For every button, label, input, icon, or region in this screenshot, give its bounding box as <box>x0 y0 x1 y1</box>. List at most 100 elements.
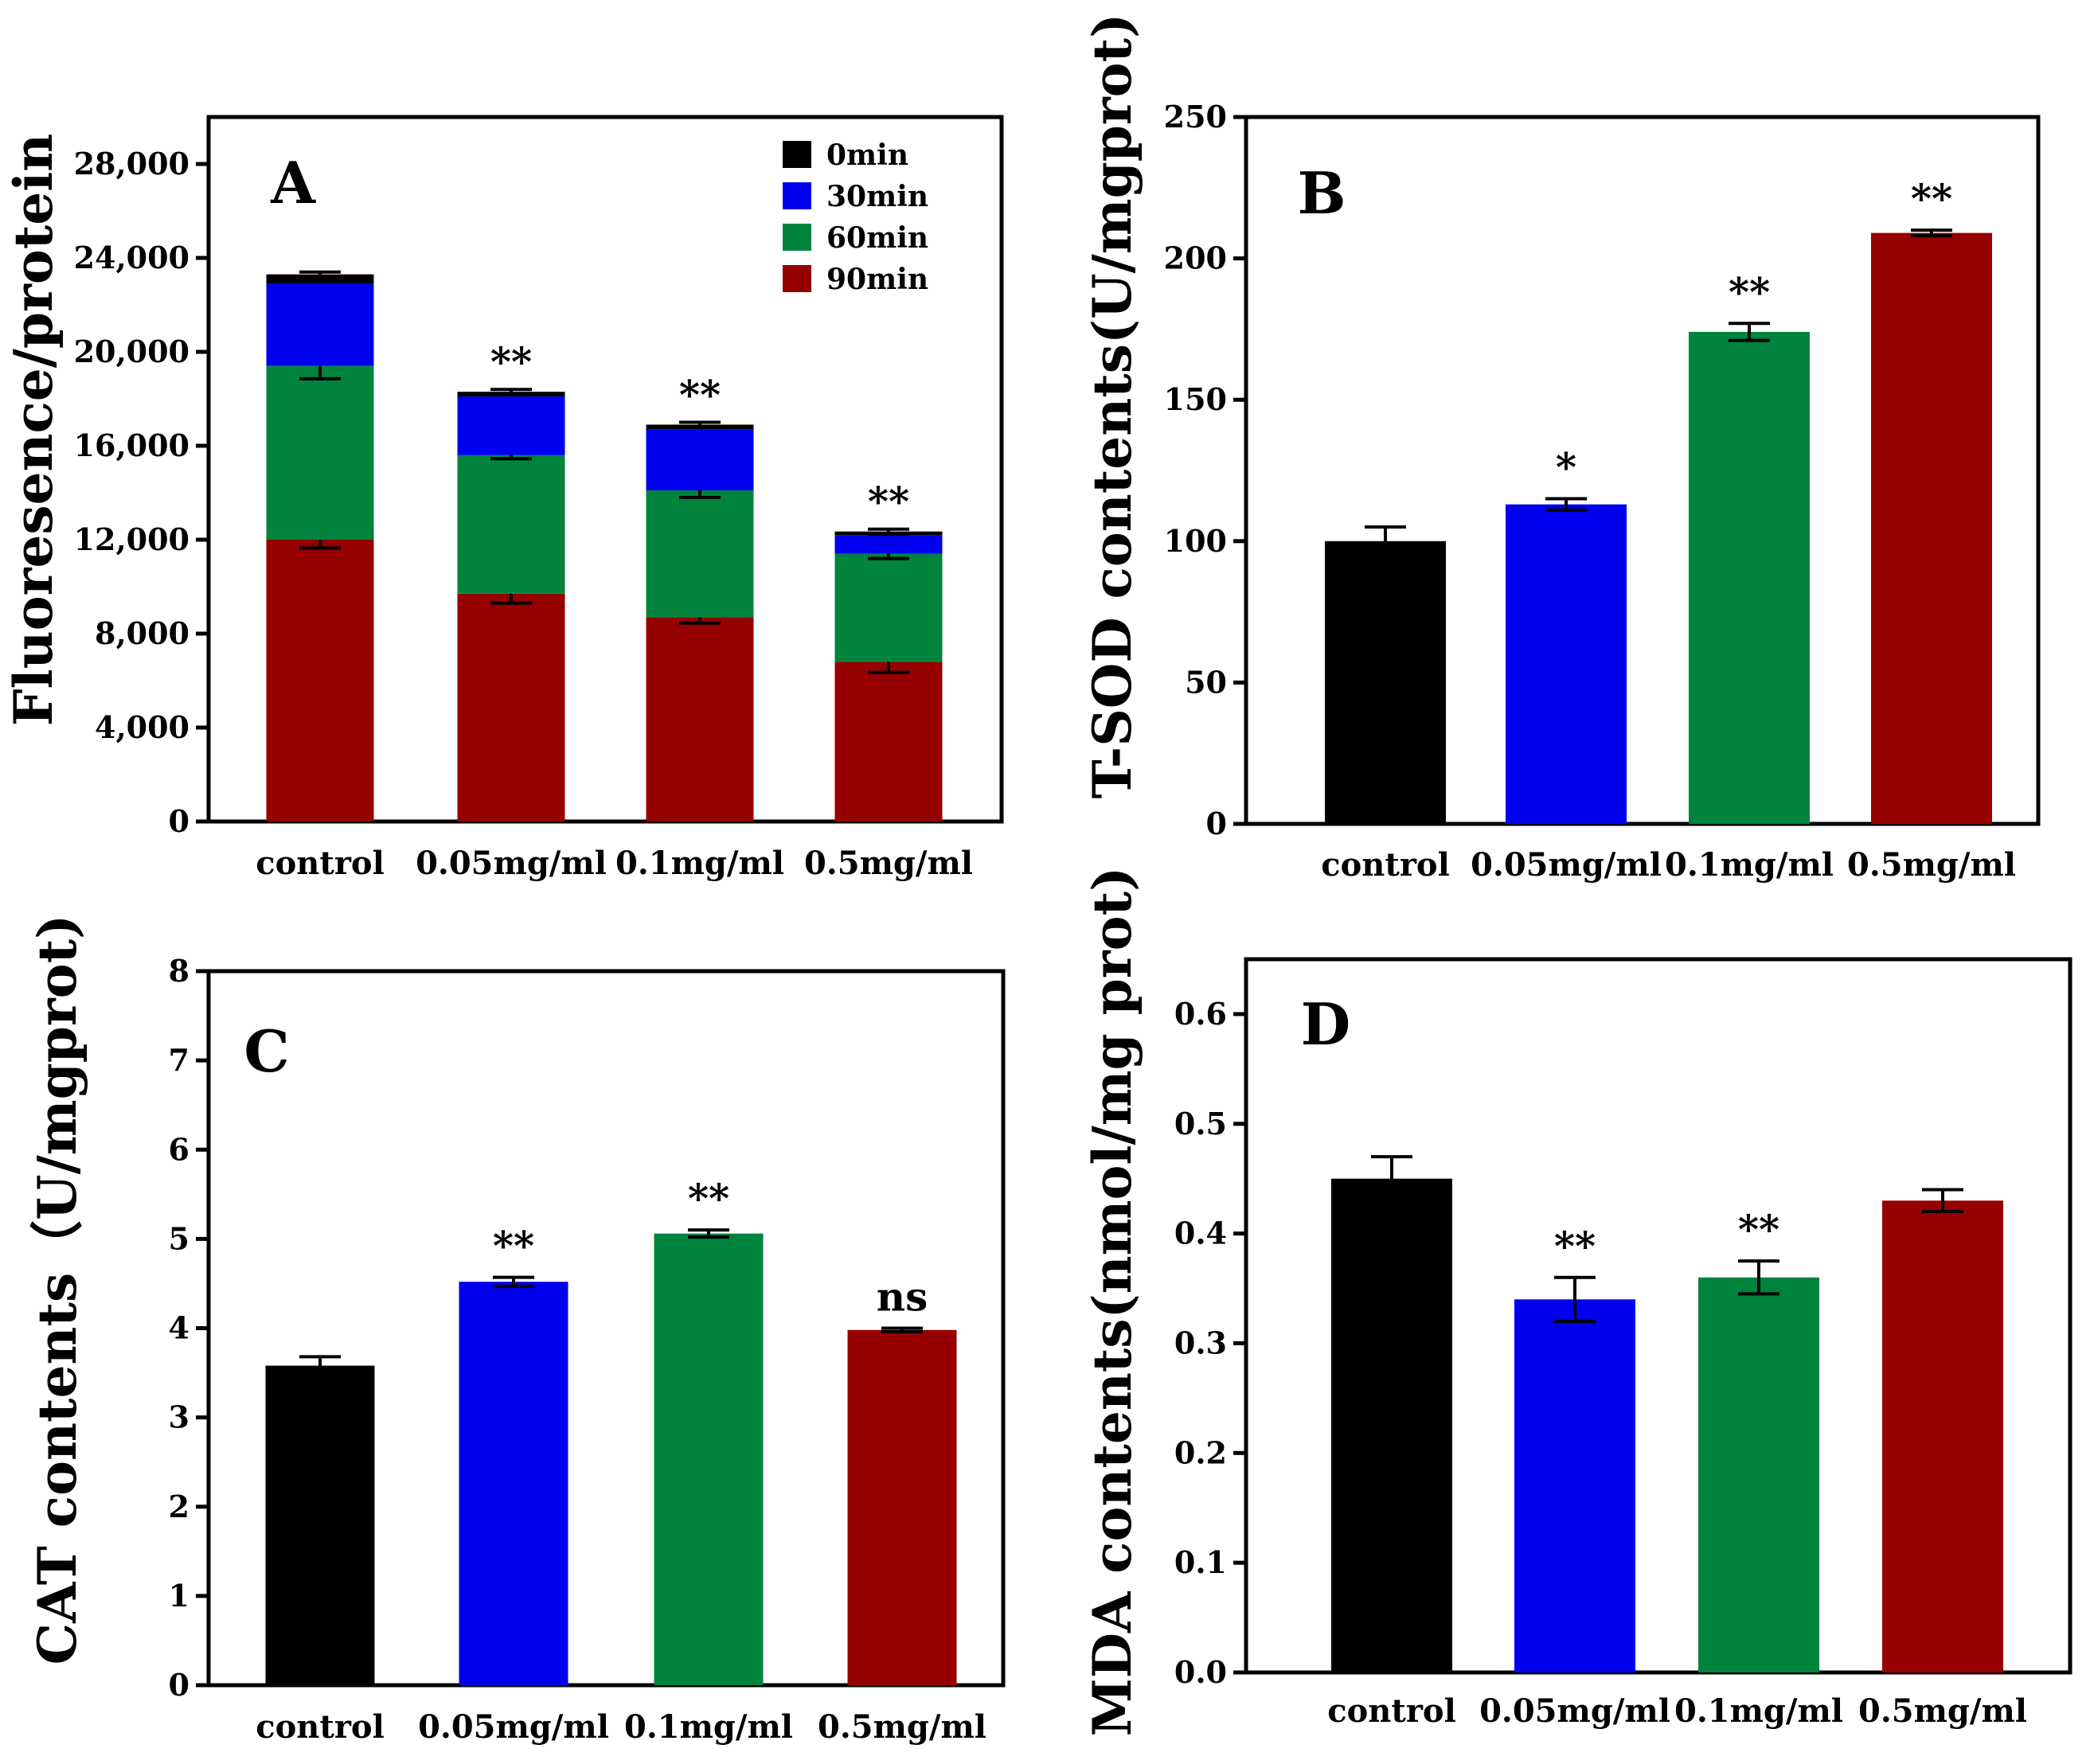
bar <box>1698 1277 1819 1672</box>
x-tick-label: 0.05mg/ml <box>1471 846 1662 884</box>
significance-label: ** <box>1738 1206 1779 1253</box>
significance-label: ** <box>490 338 532 385</box>
x-tick-label: 0.1mg/ml <box>1665 846 1834 884</box>
y-tick-label: 0.2 <box>1174 1434 1227 1470</box>
y-tick-label: 0.6 <box>1174 996 1227 1032</box>
y-axis-label: Fluoresence/protein <box>2 134 64 727</box>
y-tick-label: 8,000 <box>95 615 189 651</box>
bar-30min <box>457 396 565 455</box>
x-tick-label: control <box>1327 1692 1456 1730</box>
y-tick-label: 4,000 <box>95 709 189 745</box>
y-tick-label: 4 <box>169 1310 189 1346</box>
y-tick-label: 24,000 <box>74 240 189 275</box>
panel-letter: C <box>244 1017 289 1085</box>
x-tick-label: control <box>256 1708 385 1746</box>
y-tick-label: 250 <box>1164 99 1227 135</box>
y-tick-label: 2 <box>169 1489 189 1524</box>
y-tick-label: 3 <box>169 1399 189 1435</box>
x-tick-label: 0.5mg/ml <box>1858 1692 2027 1730</box>
panel-d: 0.0 0.1 0.2 0.3 0.4 0.5 0.6 MDA contents(nmol/m… <box>1081 867 2072 1737</box>
bar-60min <box>266 365 374 540</box>
x-tick-label: 0.05mg/ml <box>1479 1692 1670 1730</box>
significance-label: ** <box>1911 175 1952 222</box>
x-tick-label: 0.5mg/ml <box>804 845 973 882</box>
bar <box>847 1329 957 1685</box>
y-tick-label: 0.1 <box>1174 1544 1227 1580</box>
bar <box>1882 1200 2003 1672</box>
bar-90min <box>834 662 943 822</box>
y-tick-label: 7 <box>169 1042 189 1078</box>
x-tick-label: 0.1mg/ml <box>1674 1692 1843 1730</box>
y-tick-label: 0.4 <box>1174 1216 1227 1251</box>
y-tick-label: 0.5 <box>1174 1106 1227 1142</box>
y-axis-label: MDA contents(nmol/mg prot) <box>1081 867 1143 1737</box>
axis-frame <box>206 115 1004 824</box>
bar <box>1871 232 1992 825</box>
bar-90min <box>646 617 754 822</box>
x-tick-label: 0.1mg/ml <box>624 1708 793 1746</box>
x-tick-label: 0.1mg/ml <box>615 845 784 882</box>
bar-0min <box>266 274 374 284</box>
x-tick-label: 0.5mg/ml <box>818 1708 986 1746</box>
y-tick-label: 0.3 <box>1174 1325 1227 1360</box>
bar <box>459 1282 568 1685</box>
x-tick-label: 0.05mg/ml <box>418 1708 609 1746</box>
y-axis-label: T-SOD contents(U/mgprot) <box>1081 14 1143 799</box>
y-tick-label: 12,000 <box>74 521 189 557</box>
bar-30min <box>646 429 754 491</box>
x-tick-label: control <box>256 845 385 882</box>
y-tick-label: 28,000 <box>74 146 189 181</box>
y-tick-label: 0 <box>169 803 189 839</box>
legend-swatch <box>783 224 811 251</box>
y-tick-label: 200 <box>1164 240 1227 276</box>
axis-frame <box>1244 115 2041 826</box>
y-tick-label: 0.0 <box>1174 1654 1227 1690</box>
y-tick-label: 6 <box>169 1131 189 1167</box>
y-tick-label: 50 <box>1185 664 1227 700</box>
y-tick-label: 5 <box>169 1220 189 1256</box>
y-tick-label: 16,000 <box>74 427 189 463</box>
bar-90min <box>457 593 565 822</box>
significance-label: ** <box>1554 1223 1596 1270</box>
bar <box>654 1233 764 1685</box>
x-tick-label: 0.05mg/ml <box>416 845 607 882</box>
bar <box>1689 331 1810 824</box>
significance-label: ** <box>1729 268 1770 315</box>
legend-label: 0min <box>826 139 908 172</box>
bar <box>1514 1299 1635 1672</box>
significance-label: * <box>1556 444 1576 491</box>
y-axis-label: CAT contents（U/mgprot) <box>26 915 88 1665</box>
bar <box>1506 504 1627 824</box>
panel-a: 0 4,000 8,000 12,000 16,000 20,000 24,000 28,00… <box>2 115 1004 882</box>
legend-swatch <box>783 265 811 292</box>
bar <box>1325 541 1446 824</box>
bar-60min <box>646 490 754 618</box>
bar-60min <box>457 455 565 594</box>
bar-30min <box>266 283 374 366</box>
y-tick-label: 8 <box>169 953 189 989</box>
bar-30min <box>834 535 943 554</box>
panel-b: 0 50 100 150 200 250 T-SOD contents(U/mgprot) B… <box>1081 14 2041 884</box>
legend-swatch <box>783 141 811 168</box>
panel-letter: B <box>1298 159 1346 227</box>
significance-label: ** <box>868 478 909 525</box>
panel-letter: A <box>270 149 316 217</box>
axis-frame <box>1244 957 2072 1675</box>
y-tick-label: 0 <box>169 1667 189 1703</box>
x-tick-label: 0.5mg/ml <box>1847 846 2016 884</box>
legend-label: 60min <box>826 221 928 255</box>
x-tick-label: control <box>1321 846 1450 884</box>
bar-60min <box>834 553 943 662</box>
y-tick-label: 100 <box>1164 523 1227 559</box>
bar <box>265 1365 375 1685</box>
significance-label: ** <box>679 371 721 418</box>
y-tick-label: 20,000 <box>74 334 189 369</box>
significance-label: ns <box>877 1274 928 1321</box>
y-tick-label: 0 <box>1206 806 1227 841</box>
bar <box>1331 1178 1452 1672</box>
significance-label: ** <box>493 1223 534 1270</box>
legend-label: 90min <box>826 263 928 296</box>
legend-swatch <box>783 182 811 209</box>
